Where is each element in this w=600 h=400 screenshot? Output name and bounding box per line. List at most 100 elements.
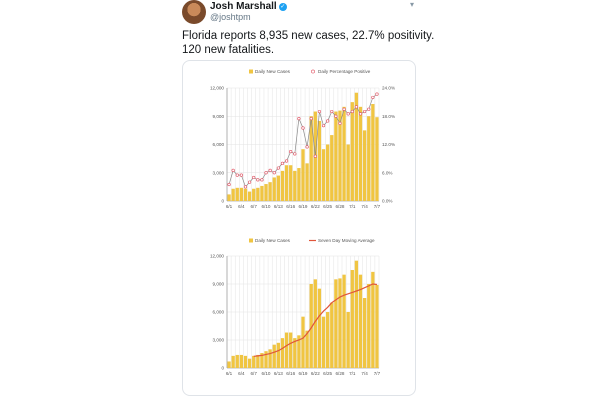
line-marker [321, 124, 326, 128]
avatar[interactable] [182, 0, 206, 24]
bar [371, 104, 375, 201]
line-marker [256, 178, 260, 182]
y-tick-label: 0 [221, 366, 224, 371]
line-marker [247, 180, 252, 184]
chart-image-card[interactable]: 0 3,000 6,000 9,000 12,000 0.0% 6.0% 12.0% 18.0%… [182, 60, 416, 396]
bar [301, 316, 305, 368]
x-tick-label: 6/1 [226, 371, 233, 376]
bar [272, 177, 276, 201]
bar [247, 358, 252, 368]
y-right-tick-label: 0.0% [382, 199, 392, 204]
legend-swatch-line [311, 69, 315, 74]
y-tick-label: 3,000 [213, 338, 225, 343]
line-marker [367, 107, 371, 111]
bar [317, 288, 322, 368]
author-name[interactable]: Josh Marshall ✓ [210, 1, 287, 12]
bar [342, 106, 346, 201]
x-tick-label: 7/4 [361, 204, 368, 209]
line-marker [289, 149, 293, 154]
bar [338, 278, 342, 368]
verified-badge-icon: ✓ [278, 3, 287, 11]
y-tick-label: 3,000 [213, 170, 225, 175]
line-marker [293, 152, 297, 156]
bar [276, 342, 280, 368]
bar [375, 284, 379, 368]
bar [362, 130, 367, 201]
line-marker [375, 92, 379, 96]
x-tick-label: 7/4 [361, 371, 368, 376]
x-tick-label: 6/13 [274, 204, 283, 209]
bar [256, 187, 260, 201]
line-marker [309, 117, 313, 121]
line-marker [276, 166, 280, 170]
bar [239, 187, 244, 201]
y-right-tick-label: 18.0% [382, 114, 395, 119]
bar [252, 188, 256, 201]
author-name-text[interactable]: Josh Marshall [210, 1, 277, 12]
line-marker [268, 168, 272, 172]
line-marker [354, 105, 359, 109]
bar [342, 274, 346, 368]
bar [231, 355, 235, 368]
tweet-text-line: Florida reports 8,935 new cases, 22.7% p… [182, 30, 435, 42]
x-tick-label: 6/16 [286, 371, 295, 376]
line-marker [358, 112, 363, 116]
line-marker [317, 109, 322, 114]
legend-swatch-bars [249, 69, 253, 74]
line-marker [342, 107, 346, 111]
legend-swatch-bars [249, 238, 253, 243]
bar [326, 144, 330, 201]
y-right-tick-label: 6.0% [382, 170, 392, 175]
author-handle[interactable]: @joshtpm [210, 12, 251, 22]
bar [243, 355, 248, 368]
x-tick-label: 6/10 [262, 371, 271, 376]
charts-svg: 0 3,000 6,000 9,000 12,000 0.0% 6.0% 12.0% 18.0%… [210, 69, 395, 376]
bar [268, 349, 272, 368]
line-marker [330, 109, 334, 114]
bar [330, 135, 334, 201]
line-marker [243, 185, 248, 189]
bar [334, 279, 338, 368]
x-tick-label: 6/25 [323, 204, 332, 209]
y-tick-label: 12,000 [210, 254, 224, 259]
bar [313, 279, 317, 368]
x-tick-label: 6/22 [311, 204, 320, 209]
line-marker [363, 109, 367, 114]
y-tick-label: 6,000 [213, 142, 225, 147]
x-tick-label: 6/19 [299, 371, 308, 376]
line-marker [371, 95, 375, 100]
bar [297, 168, 301, 201]
bar [354, 92, 359, 201]
chevron-down-icon[interactable]: ▾ [410, 0, 415, 9]
bar [264, 351, 268, 368]
bar [293, 338, 297, 368]
bar [321, 149, 326, 201]
tweet-text-line: 120 new fatalities. [182, 44, 275, 56]
x-tick-label: 7/7 [374, 204, 381, 209]
line-marker [280, 161, 285, 165]
y-tick-label: 9,000 [213, 114, 225, 119]
bar [231, 188, 235, 201]
bar [350, 270, 354, 368]
y-right-tick-label: 24.0% [382, 86, 395, 91]
bar [375, 117, 379, 201]
bar [284, 332, 289, 368]
line-marker [284, 159, 289, 163]
bar [297, 335, 301, 368]
x-tick-label: 7/1 [349, 371, 356, 376]
bar [367, 116, 371, 201]
line-marker [346, 112, 350, 116]
bar [284, 165, 289, 201]
x-tick-label: 6/10 [262, 204, 271, 209]
bar [243, 188, 248, 201]
bar [309, 116, 313, 201]
bar [235, 354, 239, 368]
legend-label: Daily New Cases [255, 238, 291, 243]
bar [305, 330, 309, 368]
bar [268, 182, 272, 201]
tweet: Josh Marshall ✓ @joshtpm ▾ Florida report… [182, 0, 435, 400]
bar [260, 353, 264, 368]
bar [334, 111, 338, 201]
line-marker [350, 109, 354, 114]
line-marker [297, 117, 301, 121]
